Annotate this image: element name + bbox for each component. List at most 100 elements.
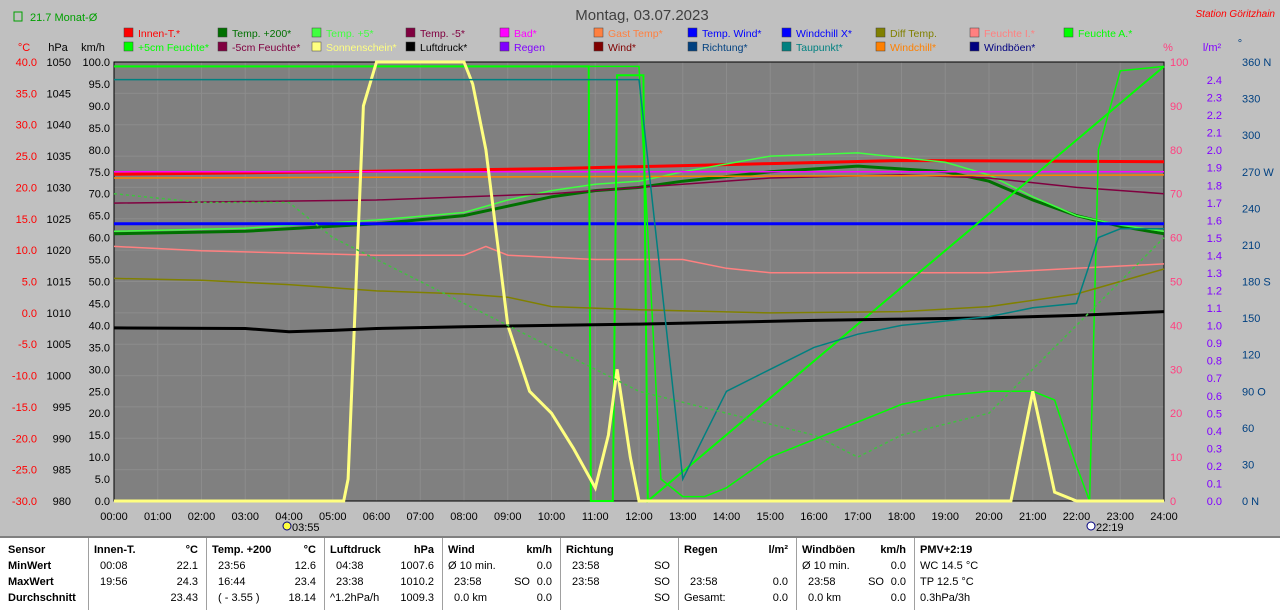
rain-tick-label: 1.7 [1207,198,1222,210]
richtung-avg-value: SO [654,592,670,604]
unit-kmh: km/h [81,42,105,54]
temp200-unit: °C [303,544,316,556]
pmv-title: PMV+2:19 [920,544,973,556]
dir-tick-label: 120 [1242,350,1260,362]
col-temp200: Temp. +200 °C 23:56 12.6 16:44 23.4 ( - … [206,538,325,610]
kmh-tick-label: 45.0 [89,298,110,310]
legend-label: -5cm Feuchte* [232,42,300,54]
temp200-title: Temp. +200 [212,544,272,556]
dir-tick-label: 30 [1242,459,1254,471]
temp-tick-label: 5.0 [22,277,37,289]
x-tick-label: 16:00 [800,511,828,523]
legend-swatch [405,27,416,38]
x-tick-label: 18:00 [888,511,916,523]
x-tick-label: 09:00 [494,511,522,523]
richtung-min-time: 23:58 [572,560,600,572]
month-avg-label: 21.7 Monat-Ø [30,12,98,24]
dir-tick-label: 240 [1242,203,1260,215]
boeen-avg-value: 0.0 [890,592,906,604]
kmh-tick-label: 5.0 [95,474,110,486]
sunrise-icon [282,521,292,531]
pct-tick-label: 80 [1170,145,1182,157]
unit-degree: ° [1238,38,1242,50]
pct-tick-label: 0 [1170,496,1176,508]
boeen-min-value: 0.0 [890,560,906,572]
rain-tick-label: 1.3 [1207,268,1222,280]
rain-tick-label: 1.0 [1207,321,1222,333]
legend-label: +5cm Feuchte* [138,42,209,54]
x-tick-label: 20:00 [975,511,1003,523]
luftdruck-avg-value: 1009.3 [400,592,434,604]
regen-title: Regen [684,544,718,556]
dir-tick-label: 150 [1242,313,1260,325]
series-line [114,60,1164,503]
x-tick-label: 14:00 [713,511,741,523]
x-tick-label: 12:00 [625,511,653,523]
boeen-max-direction: SO [868,576,884,588]
innen-max-value: 24.3 [176,576,198,588]
legend-swatch [593,27,604,38]
temp-tick-label: 35.0 [16,88,37,100]
x-tick-label: 02:00 [188,511,216,523]
legend-swatch [499,41,510,52]
dir-tick-label: 180 S [1242,277,1271,289]
legend-swatch [687,41,698,52]
x-tick-label: 17:00 [844,511,872,523]
hpa-tick-label: 995 [53,402,71,414]
rain-tick-label: 1.1 [1207,303,1222,315]
temp-tick-label: -5.0 [18,339,37,351]
rain-tick-label: 0.4 [1207,426,1222,438]
legend-label: Temp. -5* [420,28,465,40]
dir-tick-label: 360 N [1242,57,1271,69]
richtung-max-value: SO [654,576,670,588]
kmh-tick-label: 100.0 [82,57,110,69]
regen-total-value: 0.0 [772,592,788,604]
hpa-tick-label: 1035 [47,151,71,163]
boeen-max-value: 0.0 [890,576,906,588]
legend-label: Bad* [514,28,537,40]
hpa-tick-label: 1045 [47,88,71,100]
wind-min-label: Ø 10 min. [448,560,496,572]
dir-tick-label: 0 N [1242,496,1259,508]
series-line [113,245,1165,274]
legend-swatch [687,27,698,38]
wind-max-value: 0.0 [536,576,552,588]
rain-tick-label: 1.2 [1207,286,1222,298]
dir-tick-label: 330 [1242,94,1260,106]
legend-label: Taupunkt* [796,42,843,54]
x-tick-label: 22:00 [1063,511,1091,523]
kmh-tick-label: 85.0 [89,123,110,135]
boeen-title: Windböen [802,544,856,556]
temp-tick-label: -15.0 [12,402,37,414]
kmh-tick-label: 30.0 [89,364,110,376]
kmh-tick-label: 70.0 [89,189,110,201]
x-tick-label: 08:00 [450,511,478,523]
wind-distance: 0.0 km [454,592,488,604]
x-tick-label: 10:00 [538,511,566,523]
kmh-tick-label: 25.0 [89,386,110,398]
hpa-tick-label: 1040 [47,120,71,132]
legend-label: Regen [514,42,545,54]
luftdruck-unit: hPa [413,544,434,556]
legend-label: Temp. +200* [232,28,291,40]
temp200-min-time: 23:56 [218,560,246,572]
legend-swatch [1063,27,1074,38]
boeen-distance: 0.0 km [808,592,842,604]
x-tick-label: 11:00 [582,511,609,523]
x-tick-label: 06:00 [363,511,391,523]
luftdruck-min-value: 1007.6 [400,560,434,572]
legend-label: Wind* [608,42,636,54]
chart-title: Montag, 03.07.2023 [575,7,708,24]
series-line [113,174,1165,179]
rain-tick-label: 1.4 [1207,250,1222,262]
col-luftdruck: Luftdruck hPa 04:38 1007.6 23:38 1010.2 … [324,538,443,610]
rain-tick-label: 2.1 [1207,128,1222,140]
kmh-tick-label: 10.0 [89,452,110,464]
legend-label: Innen-T.* [138,28,180,40]
legend-swatch [875,27,886,38]
boeen-max-time: 23:58 [808,576,836,588]
x-tick-label: 23:00 [1106,511,1134,523]
kmh-tick-label: 50.0 [89,277,110,289]
